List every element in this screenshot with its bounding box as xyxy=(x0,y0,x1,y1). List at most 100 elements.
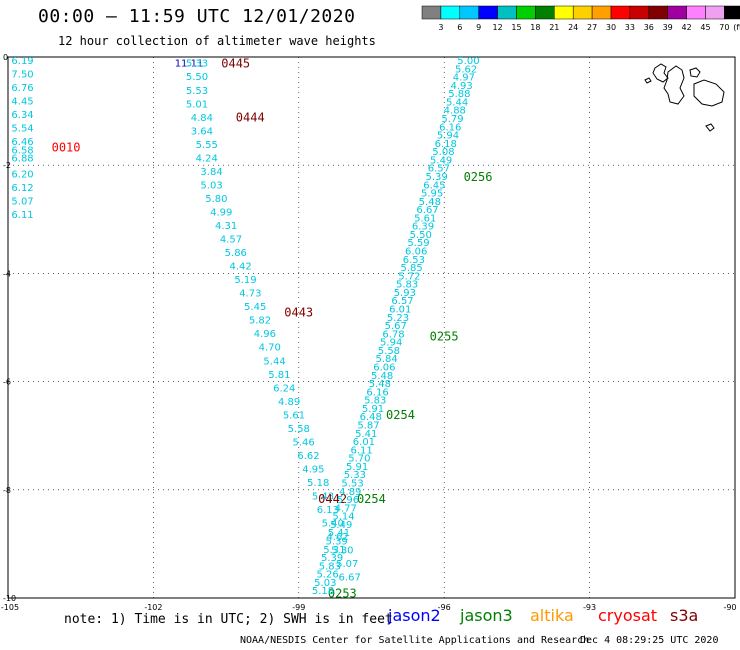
swh-value-ascending: 6.39 xyxy=(412,222,434,233)
swh-value: 5.44 xyxy=(263,356,285,367)
swh-value-ascending: 5.18 xyxy=(312,586,334,597)
swh-value: 5.30 xyxy=(331,546,353,557)
swh-value: 6.67 xyxy=(339,573,361,584)
colorbar-swatch xyxy=(459,5,479,20)
colorbar-label: 70 xyxy=(719,23,729,32)
swh-value: 5.53 xyxy=(186,86,208,97)
swh-value-ascending: 6.78 xyxy=(382,329,404,340)
colorbar-label: 9 xyxy=(476,23,481,32)
x-tick-label: -93 xyxy=(583,603,596,612)
swh-value: 3.84 xyxy=(200,167,222,178)
swh-value-ascending: 5.85 xyxy=(401,263,423,274)
colorbar-swatch xyxy=(667,5,687,20)
swh-value-ascending: 5.41 xyxy=(355,429,377,440)
swh-value-ascending: 6.01 xyxy=(389,305,411,316)
swh-value-ascending: 5.79 xyxy=(441,114,463,125)
swh-value: 4.45 xyxy=(11,97,33,108)
swh-value-ascending: 6.53 xyxy=(403,255,425,266)
colorbar-label: 30 xyxy=(606,23,616,32)
colorbar-swatch xyxy=(648,5,668,20)
swh-value-ascending: 5.83 xyxy=(364,396,386,407)
pass-label: 0256 xyxy=(464,170,493,184)
swh-value: 5.81 xyxy=(268,370,290,381)
plot-border xyxy=(7,56,736,599)
swh-value-ascending: 5.39 xyxy=(425,172,447,183)
swh-value: 6.20 xyxy=(11,170,33,181)
pass-label: 0255 xyxy=(430,330,459,344)
island-outline xyxy=(644,77,652,84)
colorbar-label: 39 xyxy=(663,23,673,32)
swh-value: 6.76 xyxy=(11,83,33,94)
x-tick-label: -96 xyxy=(438,603,451,612)
swh-value-ascending: 5.48 xyxy=(419,197,441,208)
colorbar-label: 36 xyxy=(644,23,654,32)
colorbar-swatch xyxy=(724,5,740,20)
swh-value-ascending: 4.89 xyxy=(339,487,361,498)
swh-value: 4.62 xyxy=(326,532,348,543)
swh-value-ascending: 6.45 xyxy=(423,180,445,191)
swh-value-ascending: 5.14 xyxy=(332,512,354,523)
colorbar-label: 12 xyxy=(493,23,503,32)
swh-value: 5.50 xyxy=(186,72,208,83)
swh-value-ascending: 5.49 xyxy=(430,155,452,166)
colorbar-swatch xyxy=(421,5,442,20)
swh-value-ascending: 6.06 xyxy=(405,247,427,258)
island-outline xyxy=(689,67,701,78)
y-tick-label: 0 xyxy=(3,53,8,62)
colorbar-swatch xyxy=(610,5,631,20)
swh-value: 5.33 xyxy=(186,59,208,70)
pass-label: 0010 xyxy=(52,140,81,154)
swh-value-ascending: 5.67 xyxy=(385,321,407,332)
satellite-legend-altika: altika xyxy=(530,606,574,625)
swh-value: 4.24 xyxy=(196,153,218,164)
swh-value-ascending: 5.70 xyxy=(348,454,370,465)
colorbar-label: 3 xyxy=(438,23,443,32)
swh-value: 4.31 xyxy=(215,221,237,232)
swh-value: 4.57 xyxy=(220,235,242,246)
swh-value: 5.46 xyxy=(293,437,315,448)
swh-value: 4.99 xyxy=(210,207,232,218)
swh-value-ascending: 5.59 xyxy=(407,238,429,249)
swh-value: 6.34 xyxy=(11,110,33,121)
footer-credit: NOAA/NESDIS Center for Satellite Applica… xyxy=(240,635,590,646)
colorbar-swatch xyxy=(516,5,536,20)
swh-value-ascending: 5.62 xyxy=(455,64,477,75)
swh-value-ascending: 5.95 xyxy=(421,189,443,200)
swh-value-ascending: 5.88 xyxy=(448,89,470,100)
swh-value: 5.86 xyxy=(225,248,247,259)
island-outline xyxy=(693,79,725,107)
island-outline xyxy=(652,63,669,83)
swh-value: 5.45 xyxy=(244,302,266,313)
swh-value-ascending: 5.39 xyxy=(321,553,343,564)
swh-value-ascending: 5.50 xyxy=(410,230,432,241)
pass-label: 0254 xyxy=(386,408,415,422)
swh-value-ascending: 5.48 xyxy=(369,379,391,390)
swh-value: 5.61 xyxy=(283,410,305,421)
swh-value: 5.07 xyxy=(11,197,33,208)
swh-value-ascending: 5.53 xyxy=(341,478,363,489)
y-tick-label: -2 xyxy=(3,161,11,170)
swh-value-ascending: 5.00 xyxy=(457,56,479,67)
swh-value: 5.82 xyxy=(249,316,271,327)
swh-value: 4.96 xyxy=(254,329,276,340)
swh-value-ascending: 6.57 xyxy=(428,164,450,175)
colorbar-label: 6 xyxy=(457,23,462,32)
island-outline xyxy=(663,65,685,105)
swh-value: 6.88 xyxy=(11,153,33,164)
colorbar-label: 21 xyxy=(549,23,559,32)
swh-value-ascending: 5.03 xyxy=(314,578,336,589)
colorbar-swatch xyxy=(705,5,725,20)
pass-label: 0442 xyxy=(318,492,347,506)
swh-value-ascending: 6.48 xyxy=(360,412,382,423)
swh-value: 4.84 xyxy=(191,113,213,124)
swh-value: 5.19 xyxy=(234,275,256,286)
pass-label: 0443 xyxy=(284,305,313,319)
swh-value: 6.13 xyxy=(317,505,339,516)
colorbar-swatch xyxy=(554,5,574,20)
swh-value-ascending: 5.61 xyxy=(414,213,436,224)
footer-timestamp: Dec 4 08:29:25 UTC 2020 xyxy=(580,635,719,646)
swh-value-ascending: 5.33 xyxy=(344,470,366,481)
swh-value-ascending: 5.39 xyxy=(326,536,348,547)
colorbar-label: 24 xyxy=(568,23,578,32)
satellite-legend-jason3: jason3 xyxy=(460,606,513,625)
